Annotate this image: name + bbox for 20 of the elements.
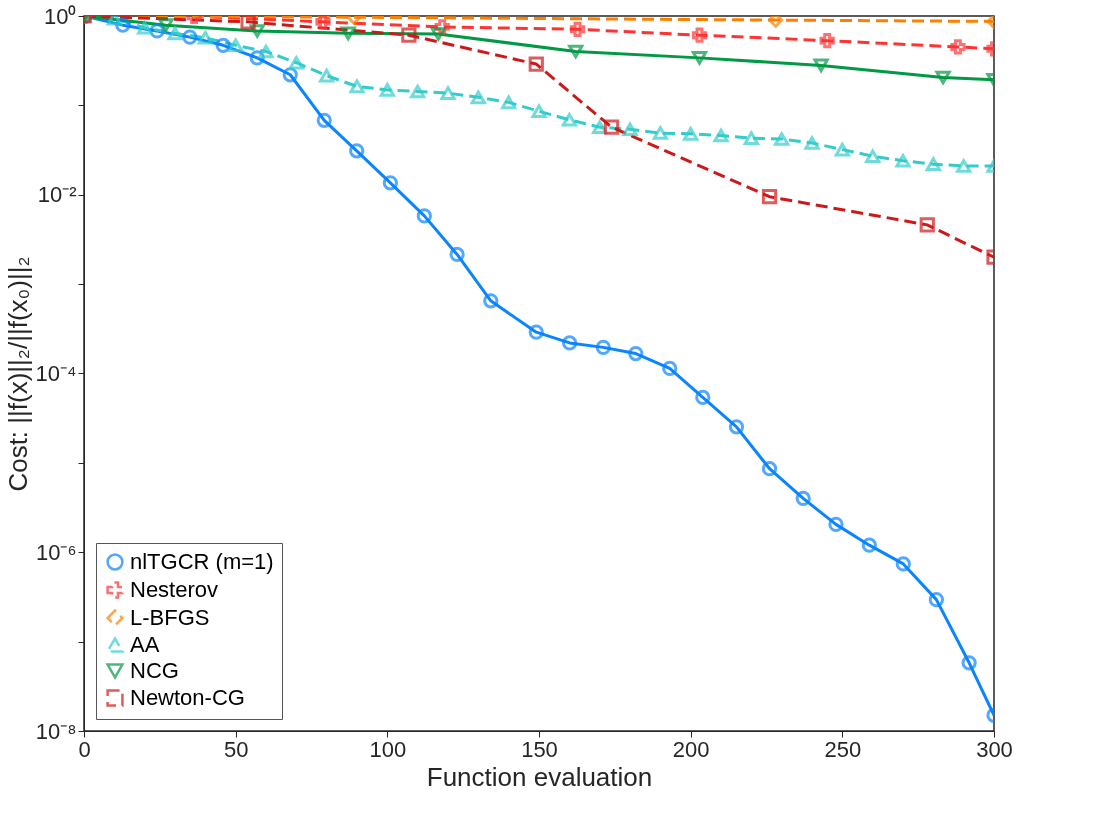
y-tick-label: 10⁻⁴ [35,361,77,386]
x-tick-label: 200 [672,736,710,762]
legend-label: AA [130,632,160,657]
x-tick-label: 300 [976,736,1013,762]
legend-label: NCG [130,658,179,683]
y-tick-label: 10⁰ [44,3,77,29]
x-tick-label: 0 [78,736,91,762]
y-tick-label: 10⁻² [37,182,77,208]
legend-label: L-BFGS [130,605,210,630]
y-tick-label: 10⁻⁸ [35,718,77,744]
x-tick-label: 250 [824,736,862,762]
y-tick-label: 10⁻⁶ [35,539,77,565]
legend-label: Newton-CG [130,685,245,710]
legend-label: Nesterov [130,577,219,602]
x-axis-title: Function evaluation [426,761,653,792]
y-axis-title: Cost: ||f(x)||₂/||f(x₀)||₂ [2,256,33,492]
legend-label: nlTGCR (m=1) [130,549,274,574]
x-tick-label: 50 [223,736,249,762]
x-tick-label: 150 [521,736,558,762]
x-tick-label: 100 [369,736,407,762]
